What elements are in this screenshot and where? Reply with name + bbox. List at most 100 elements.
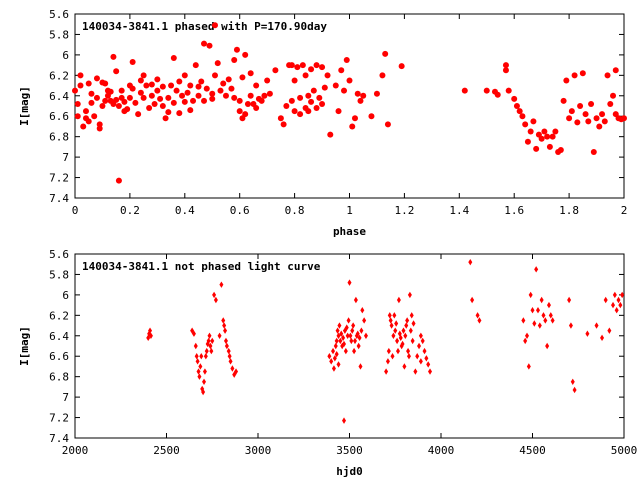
chart-2-data-point: [428, 368, 433, 375]
chart-1-data-point: [557, 146, 564, 153]
chart-1-data-point: [181, 98, 188, 105]
chart-2-y-tick-label: 6.4: [49, 330, 69, 343]
chart-1-data-point: [137, 77, 144, 84]
chart-1-data-point: [527, 128, 534, 135]
chart-2-data-point: [385, 358, 390, 365]
chart-1-x-axis-label: phase: [333, 225, 366, 238]
chart-1-data-point: [607, 100, 614, 107]
chart-2-data-point: [477, 317, 482, 324]
chart-1-data-point: [360, 92, 367, 99]
chart-1-data-point: [511, 95, 518, 102]
chart-1-data-point: [612, 67, 619, 74]
chart-2-data-point: [209, 347, 214, 355]
chart-1-data-point: [332, 82, 339, 89]
chart-2-data-point: [422, 347, 427, 355]
chart-1-data-point: [115, 103, 122, 109]
chart-1-data-point: [187, 107, 194, 114]
chart-2-data-point: [194, 353, 199, 360]
chart-2-data-point: [341, 334, 346, 342]
chart-2-y-tick-label: 7: [62, 391, 69, 404]
chart-2-data-point: [548, 312, 553, 319]
chart-2-data-point: [148, 327, 153, 334]
chart-1-data-point: [524, 138, 531, 145]
chart-1-data-point: [571, 72, 578, 79]
chart-2-data-point: [550, 317, 555, 324]
chart-2-data-point: [337, 322, 342, 329]
chart-2-y-tick-label: 6: [62, 289, 69, 302]
chart-2-data-point: [411, 320, 416, 327]
chart-2-data-point: [393, 327, 398, 334]
chart-1-data-point: [299, 62, 306, 69]
chart-2-data-point: [614, 307, 619, 314]
chart-2-data-point: [389, 322, 394, 329]
chart-1-data-point: [596, 123, 603, 130]
chart-1-data-point: [184, 89, 191, 96]
chart-1-data-point: [85, 80, 92, 87]
chart-1-data-point: [552, 128, 559, 135]
chart-2-data-point: [546, 301, 551, 309]
chart-1-data-point: [85, 118, 92, 125]
chart-2-data-point: [342, 417, 347, 424]
chart-2-data-point: [197, 373, 202, 380]
chart-1-y-tick-label: 7.4: [49, 192, 69, 205]
chart-2-data-point: [217, 332, 222, 339]
chart-1-data-point: [74, 113, 81, 120]
chart-1-data-point: [368, 113, 375, 120]
chart-2-data-point: [417, 342, 422, 350]
chart-1-data-point: [494, 91, 501, 98]
chart-2-data-point: [404, 322, 409, 329]
chart-2-data-point: [528, 291, 533, 299]
chart-1-data-point: [516, 108, 523, 115]
chart-2-data-point: [406, 353, 411, 360]
chart-1-data-point: [140, 94, 147, 101]
chart-2-data-point: [356, 342, 361, 350]
chart-1-data-point: [530, 118, 537, 125]
chart-2-x-tick-label: 3500: [336, 444, 363, 457]
chart-2-data-point: [349, 337, 354, 345]
chart-1-data-point: [80, 123, 87, 130]
chart-1-x-tick-label: 0.2: [120, 204, 140, 217]
chart-2-data-point: [570, 378, 575, 385]
chart-2-data-point: [567, 296, 572, 304]
chart-1-data-point: [211, 72, 218, 79]
chart-1-data-point: [143, 82, 150, 89]
chart-2-data-point: [357, 334, 362, 342]
chart-1-data-point: [308, 66, 315, 73]
chart-1-data-point: [88, 90, 95, 97]
chart-1-data-point: [610, 92, 617, 99]
chart-1-data-point: [533, 145, 540, 152]
chart-2-data-point: [352, 337, 357, 345]
chart-1-data-point: [148, 81, 155, 88]
chart-2-data-point: [405, 317, 410, 324]
chart-2-data-point: [206, 337, 211, 345]
chart-2-data-point: [353, 296, 358, 304]
chart-2-y-tick-label: 5.8: [49, 268, 69, 281]
chart-1-data-point: [505, 87, 512, 94]
chart-1-data-point: [258, 97, 265, 104]
chart-1-data-point: [93, 75, 100, 82]
chart-1-title: 140034-3841.1 phased with P=170.90day: [82, 20, 327, 33]
chart-2-data-point: [384, 368, 389, 375]
chart-2-data-point: [390, 353, 395, 360]
chart-2-data-point: [616, 296, 621, 304]
chart-1-data-point: [201, 40, 208, 47]
chart-1-data-point: [225, 76, 232, 83]
chart-2-data-point: [219, 281, 224, 288]
chart-2-x-tick-label: 5000: [611, 444, 638, 457]
chart-1-data-point: [91, 113, 98, 120]
chart-1-data-point: [231, 94, 238, 101]
chart-1-x-tick-label: 1.6: [504, 204, 524, 217]
chart-2-data-point: [351, 322, 356, 329]
chart-2-data-point: [468, 258, 473, 266]
chart-1-data-point: [132, 99, 139, 106]
chart-2-data-point: [352, 347, 357, 355]
chart-1-data-point: [206, 42, 213, 49]
chart-2-data-point: [208, 342, 213, 350]
chart-2-data-point: [332, 355, 337, 362]
chart-1-data-point: [560, 97, 567, 104]
chart-2-data-point: [329, 358, 334, 365]
chart-2-data-point: [336, 332, 341, 339]
chart-1-data-point: [96, 125, 103, 132]
chart-1-data-point: [324, 72, 331, 79]
